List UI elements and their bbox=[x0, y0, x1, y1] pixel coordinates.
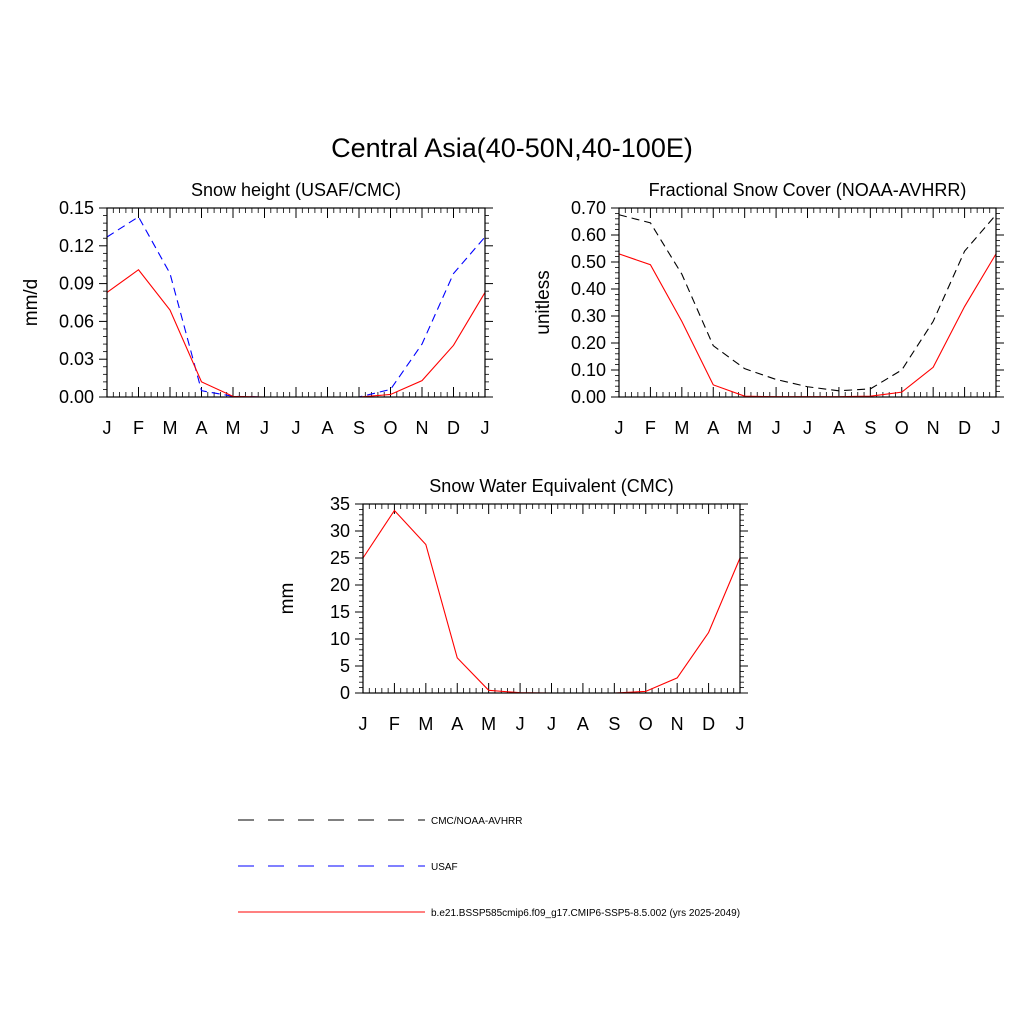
panel-fractional-snow-cover: Fractional Snow Cover (NOAA-AVHRR) unitle… bbox=[533, 180, 1004, 438]
x-tick-label: J bbox=[772, 418, 781, 438]
x-tick-label: S bbox=[864, 418, 876, 438]
x-tick-label: S bbox=[608, 714, 620, 734]
x-tick-label: J bbox=[481, 418, 490, 438]
y-tick-label: 15 bbox=[330, 602, 350, 622]
x-tick-label: D bbox=[958, 418, 971, 438]
x-tick-label: F bbox=[133, 418, 144, 438]
x-tick-label: N bbox=[927, 418, 940, 438]
panel-title: Snow height (USAF/CMC) bbox=[191, 180, 401, 200]
y-tick-label: 0 bbox=[340, 683, 350, 703]
y-tick-label: 35 bbox=[330, 494, 350, 514]
y-tick-label: 30 bbox=[330, 521, 350, 541]
legend-label-2: b.e21.BSSP585cmip6.f09_g17.CMIP6-SSP5-8.… bbox=[431, 908, 740, 919]
y-tick-label: 20 bbox=[330, 575, 350, 595]
x-tick-label: D bbox=[702, 714, 715, 734]
x-tick-label: M bbox=[418, 714, 433, 734]
x-tick-label: A bbox=[451, 714, 463, 734]
y-tick-label: 10 bbox=[330, 629, 350, 649]
series-line-0 bbox=[618, 214, 997, 392]
y-tick-label: 0.10 bbox=[571, 360, 606, 380]
legend-label-1: USAF bbox=[431, 862, 458, 873]
x-tick-label: F bbox=[645, 418, 656, 438]
x-tick-label: O bbox=[639, 714, 653, 734]
y-tick-label: 0.12 bbox=[59, 236, 94, 256]
y-tick-label: 25 bbox=[330, 548, 350, 568]
x-tick-label: N bbox=[671, 714, 684, 734]
y-tick-label: 0.20 bbox=[571, 333, 606, 353]
x-tick-label: J bbox=[292, 418, 301, 438]
x-tick-label: J bbox=[103, 418, 112, 438]
y-axis-label: mm bbox=[277, 583, 298, 615]
plot-frame bbox=[106, 207, 486, 398]
x-tick-label: J bbox=[547, 714, 556, 734]
series-line-1 bbox=[106, 216, 486, 398]
x-tick-label: M bbox=[163, 418, 178, 438]
y-tick-label: 0.70 bbox=[571, 198, 606, 218]
x-tick-label: A bbox=[321, 418, 333, 438]
y-tick-label: 0.30 bbox=[571, 306, 606, 326]
series-line-2 bbox=[106, 268, 486, 398]
legend: CMC/NOAA-AVHRR USAF b.e21.BSSP585cmip6.f09… bbox=[238, 816, 740, 919]
plot-frame bbox=[618, 207, 997, 398]
series-line-1 bbox=[618, 253, 997, 398]
y-tick-label: 0.00 bbox=[59, 387, 94, 407]
panel-snow-water-equivalent: Snow Water Equivalent (CMC)mmJ F M A M J J A S O N… bbox=[277, 476, 748, 734]
x-tick-label: M bbox=[226, 418, 241, 438]
legend-label-0: CMC/NOAA-AVHRR bbox=[431, 816, 522, 827]
x-tick-label: M bbox=[481, 714, 496, 734]
x-tick-label: J bbox=[992, 418, 1001, 438]
x-tick-label: O bbox=[383, 418, 397, 438]
x-tick-label: O bbox=[895, 418, 909, 438]
y-tick-label: 0.40 bbox=[571, 279, 606, 299]
y-tick-label: 0.00 bbox=[571, 387, 606, 407]
x-tick-label: A bbox=[195, 418, 207, 438]
x-tick-label: A bbox=[577, 714, 589, 734]
x-tick-label: J bbox=[516, 714, 525, 734]
x-tick-label: J bbox=[359, 714, 368, 734]
y-tick-label: 0.09 bbox=[59, 274, 94, 294]
x-tick-label: J bbox=[736, 714, 745, 734]
x-tick-label: N bbox=[416, 418, 429, 438]
x-tick-label: M bbox=[737, 418, 752, 438]
y-tick-label: 0.03 bbox=[59, 349, 94, 369]
y-tick-label: 0.15 bbox=[59, 198, 94, 218]
x-tick-label: S bbox=[353, 418, 365, 438]
y-axis-label: unitless bbox=[533, 270, 554, 334]
x-tick-label: A bbox=[707, 418, 719, 438]
panel-title: Fractional Snow Cover (NOAA-AVHRR) bbox=[649, 180, 967, 200]
y-tick-label: 0.06 bbox=[59, 311, 94, 331]
panel-snow-height: Snow height (USAF/CMC)mm/dJ F M A M J J A S O N D J0… bbox=[21, 180, 493, 438]
panel-title: Snow Water Equivalent (CMC) bbox=[429, 476, 673, 496]
x-tick-label: J bbox=[260, 418, 269, 438]
x-tick-label: A bbox=[833, 418, 845, 438]
plot-frame bbox=[362, 503, 741, 694]
series-line-1 bbox=[362, 509, 741, 694]
figure-title: Central Asia(40-50N,40-100E) bbox=[331, 133, 693, 163]
y-tick-label: 0.50 bbox=[571, 252, 606, 272]
x-tick-label: J bbox=[615, 418, 624, 438]
y-tick-label: 0.60 bbox=[571, 225, 606, 245]
y-tick-label: 5 bbox=[340, 656, 350, 676]
x-tick-label: J bbox=[803, 418, 812, 438]
x-tick-label: F bbox=[389, 714, 400, 734]
y-axis-label: mm/d bbox=[21, 279, 42, 327]
x-tick-label: M bbox=[674, 418, 689, 438]
x-tick-label: D bbox=[447, 418, 460, 438]
